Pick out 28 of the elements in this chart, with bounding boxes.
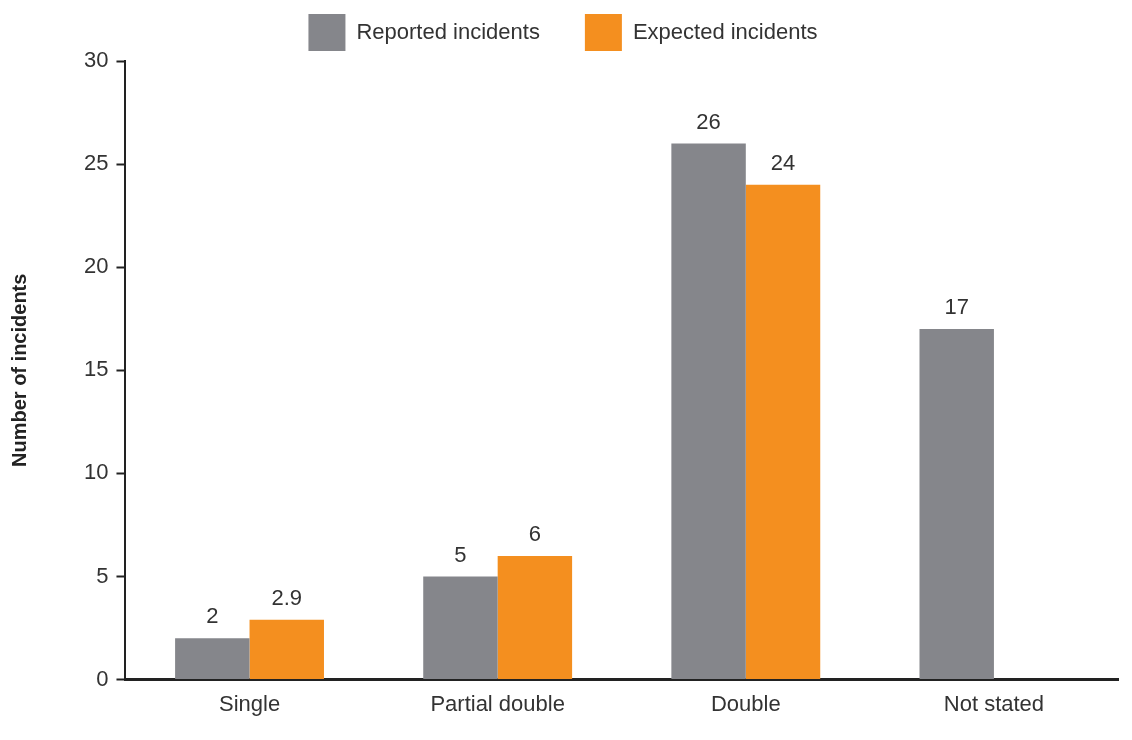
bar [249,619,324,680]
y-tick-label: 0 [96,665,109,691]
data-label: 5 [454,541,467,567]
bar [497,555,573,680]
bar [175,638,250,680]
y-tick-label: 5 [96,562,109,588]
y-tick-label: 20 [83,253,109,279]
y-tick-label: 10 [83,459,109,485]
bar [745,184,821,680]
x-tick-label: Partial double [430,690,565,716]
legend-label: Expected incidents [632,18,818,44]
y-tick-label: 25 [83,150,109,176]
data-label: 6 [528,520,542,546]
y-tick-label: 30 [83,47,109,73]
data-label: 2 [206,603,219,629]
bar [919,329,994,680]
y-axis-title: Number of incidents [7,273,30,467]
data-label: 17 [944,294,969,320]
bar [423,576,498,680]
data-label: 24 [770,149,796,175]
y-tick-label: 15 [83,356,109,382]
bar [671,143,746,680]
data-label: 26 [696,108,721,134]
legend-label: Reported incidents [356,18,540,44]
x-tick-label: Single [218,690,281,716]
data-label: 2.9 [271,584,303,610]
x-tick-label: Not stated [943,690,1045,716]
x-tick-label: Double [710,690,781,716]
